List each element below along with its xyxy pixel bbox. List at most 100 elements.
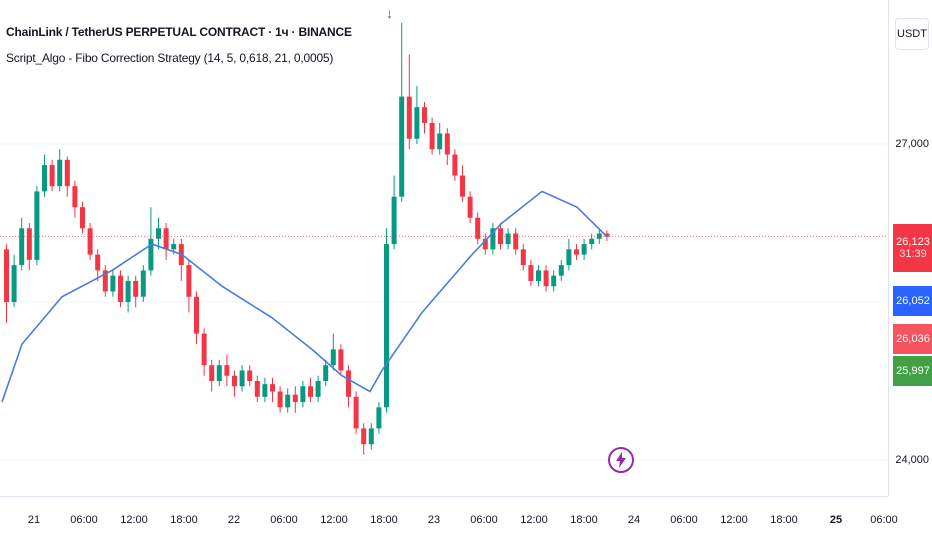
- last-price-label: 26,123 31:39: [893, 224, 932, 272]
- candle-body: [26, 228, 32, 260]
- candle-body: [444, 133, 450, 155]
- candle-body: [475, 217, 481, 239]
- candle-body: [95, 254, 101, 271]
- bar-countdown: 31:39: [899, 248, 927, 260]
- candle-body: [201, 333, 207, 366]
- moving-average-line: [1, 190, 608, 403]
- time-tick: 18:00: [370, 514, 398, 526]
- candle-body: [406, 96, 412, 139]
- candle-body: [194, 296, 199, 334]
- candle-body: [209, 365, 215, 381]
- time-tick: 12:00: [720, 514, 748, 526]
- candle-body: [482, 238, 488, 250]
- price-chart[interactable]: [0, 0, 888, 496]
- candle-body: [72, 186, 78, 208]
- time-tick: 12:00: [320, 514, 348, 526]
- candle-body: [19, 228, 25, 266]
- lightning-icon[interactable]: [608, 447, 634, 473]
- time-tick: 23: [427, 514, 441, 526]
- time-tick: 06:00: [70, 514, 98, 526]
- candle-body: [574, 249, 579, 255]
- candle-body: [315, 381, 321, 397]
- candle-body: [247, 370, 253, 381]
- candle-body: [520, 249, 526, 266]
- candle-body: [437, 133, 443, 150]
- price-scale[interactable]: USDT 27,000 24,000 26,123 31:39 26,052 2…: [888, 0, 932, 496]
- candle-body: [133, 280, 139, 297]
- candle-body: [292, 394, 298, 403]
- candle-body: [513, 233, 519, 250]
- price-tick: 27,000: [895, 138, 929, 150]
- time-tick: 25: [829, 514, 843, 526]
- candle-body: [64, 159, 70, 187]
- candle-body: [589, 238, 595, 245]
- candle-body: [34, 191, 40, 260]
- candle-body: [581, 244, 587, 255]
- indicator-label[interactable]: Script_Algo - Fibo Correction Strategy (…: [6, 51, 334, 65]
- arrow-down-icon: ↓: [386, 5, 393, 21]
- candle-body: [353, 396, 359, 429]
- time-tick: 06:00: [870, 514, 898, 526]
- candle-body: [376, 407, 382, 429]
- time-tick: 06:00: [470, 514, 498, 526]
- symbol-title[interactable]: ChainLink / TetherUS PERPETUAL CONTRACT …: [6, 25, 352, 39]
- candle-body: [232, 375, 237, 387]
- chart-legend: ChainLink / TetherUS PERPETUAL CONTRACT …: [6, 0, 352, 65]
- candle-body: [338, 349, 344, 371]
- candle-body: [558, 265, 564, 276]
- strategy-price-label: 25,997: [893, 356, 932, 386]
- candle-body: [460, 175, 465, 197]
- candle-body: [596, 233, 602, 239]
- candle-body: [551, 275, 557, 287]
- time-tick: 12:00: [120, 514, 148, 526]
- candle-body: [399, 96, 405, 197]
- candle-body: [323, 365, 329, 381]
- candle-body: [308, 386, 313, 397]
- candle-body: [452, 154, 458, 176]
- candle-body: [566, 249, 572, 266]
- last-price: 26,123: [896, 236, 930, 248]
- candle-body: [224, 365, 230, 376]
- candle-body: [171, 244, 177, 250]
- candle-body: [285, 394, 291, 408]
- candle-body: [57, 159, 63, 187]
- candle-body: [11, 265, 17, 302]
- candle-body: [140, 270, 146, 297]
- candle-body: [262, 384, 268, 397]
- candle-body: [102, 270, 108, 292]
- candle-body: [118, 275, 123, 302]
- time-axis[interactable]: 21 06:00 12:00 18:00 22 06:00 12:00 18:0…: [0, 496, 898, 551]
- candle-body: [414, 107, 420, 139]
- candle-body: [528, 265, 534, 281]
- time-tick: 22: [227, 514, 241, 526]
- candle-body: [330, 349, 336, 366]
- candle-body: [80, 207, 85, 229]
- candle-body: [391, 196, 397, 245]
- chart-area[interactable]: ChainLink / TetherUS PERPETUAL CONTRACT …: [0, 0, 888, 496]
- candle-body: [384, 244, 389, 408]
- candle-body: [163, 228, 169, 250]
- currency-button[interactable]: USDT: [895, 18, 929, 50]
- candle-body: [4, 249, 9, 302]
- candle-body: [125, 280, 131, 302]
- candle-body: [368, 428, 374, 445]
- time-tick: 18:00: [170, 514, 198, 526]
- candle-body: [148, 238, 154, 271]
- candle-body: [239, 370, 245, 387]
- time-tick: 24: [627, 514, 641, 526]
- candle-body: [505, 233, 511, 245]
- candle-body: [156, 228, 161, 239]
- time-tick: 21: [27, 514, 41, 526]
- price-tick: 24,000: [895, 454, 929, 466]
- candle-body: [361, 428, 367, 445]
- candle-body: [216, 365, 222, 381]
- time-tick: 18:00: [770, 514, 798, 526]
- candle-body: [604, 233, 610, 237]
- candle-body: [536, 270, 541, 281]
- ma-price-label: 26,052: [893, 286, 932, 316]
- candle-body: [429, 122, 435, 150]
- candle-body: [110, 275, 116, 292]
- candle-body: [543, 270, 549, 287]
- candle-body: [300, 386, 306, 403]
- time-tick: 18:00: [570, 514, 598, 526]
